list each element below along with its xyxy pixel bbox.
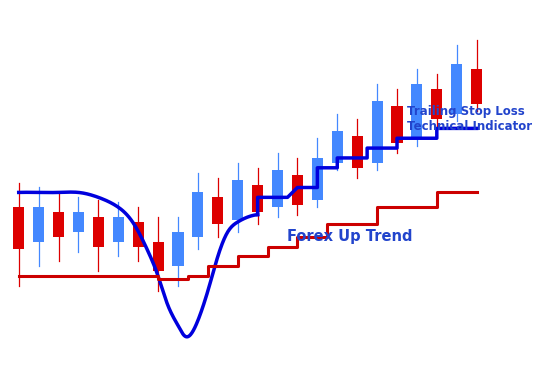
- FancyBboxPatch shape: [392, 106, 403, 143]
- Text: Forex Up Trend: Forex Up Trend: [288, 229, 413, 244]
- FancyBboxPatch shape: [212, 197, 223, 225]
- FancyBboxPatch shape: [13, 207, 24, 249]
- FancyBboxPatch shape: [352, 136, 363, 168]
- FancyBboxPatch shape: [53, 212, 64, 237]
- FancyBboxPatch shape: [232, 180, 243, 219]
- FancyBboxPatch shape: [252, 185, 263, 212]
- Text: Trailing Stop Loss
Technical Indicator: Trailing Stop Loss Technical Indicator: [407, 105, 532, 132]
- FancyBboxPatch shape: [372, 101, 383, 163]
- FancyBboxPatch shape: [431, 89, 442, 118]
- FancyBboxPatch shape: [272, 170, 283, 207]
- FancyBboxPatch shape: [192, 192, 204, 237]
- FancyBboxPatch shape: [133, 222, 144, 247]
- FancyBboxPatch shape: [113, 217, 124, 242]
- FancyBboxPatch shape: [332, 131, 343, 163]
- FancyBboxPatch shape: [411, 84, 422, 138]
- FancyBboxPatch shape: [312, 158, 323, 200]
- FancyBboxPatch shape: [292, 175, 303, 205]
- FancyBboxPatch shape: [471, 69, 482, 104]
- FancyBboxPatch shape: [451, 64, 462, 114]
- FancyBboxPatch shape: [33, 207, 44, 242]
- FancyBboxPatch shape: [93, 217, 104, 247]
- FancyBboxPatch shape: [153, 242, 164, 271]
- FancyBboxPatch shape: [173, 232, 184, 266]
- FancyBboxPatch shape: [73, 212, 84, 232]
